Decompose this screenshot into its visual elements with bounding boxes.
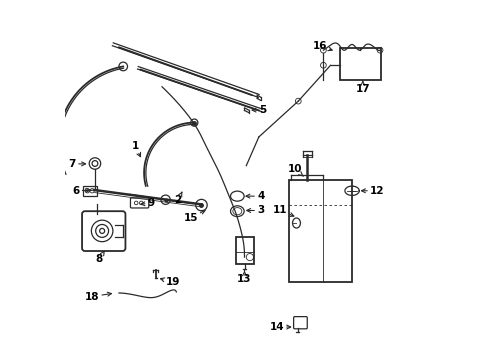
- Text: 17: 17: [355, 81, 369, 94]
- Text: 14: 14: [269, 322, 290, 332]
- Bar: [339, 48, 380, 80]
- Text: 8: 8: [96, 251, 104, 264]
- Text: 2: 2: [174, 192, 182, 205]
- Text: 10: 10: [287, 164, 303, 176]
- Bar: [235, 237, 254, 264]
- Text: 16: 16: [312, 41, 331, 51]
- Text: 12: 12: [361, 186, 384, 196]
- Bar: [83, 186, 97, 196]
- Text: 4: 4: [245, 191, 264, 201]
- Text: 18: 18: [84, 292, 111, 302]
- Text: 15: 15: [183, 211, 204, 222]
- Text: 13: 13: [237, 271, 251, 284]
- Text: 9: 9: [141, 198, 155, 208]
- Text: 19: 19: [160, 277, 180, 287]
- Text: 11: 11: [272, 206, 293, 216]
- Text: 5: 5: [252, 105, 265, 115]
- Text: 1: 1: [131, 141, 140, 157]
- Text: 3: 3: [246, 206, 264, 216]
- Text: 7: 7: [68, 159, 85, 169]
- Text: 6: 6: [72, 186, 90, 196]
